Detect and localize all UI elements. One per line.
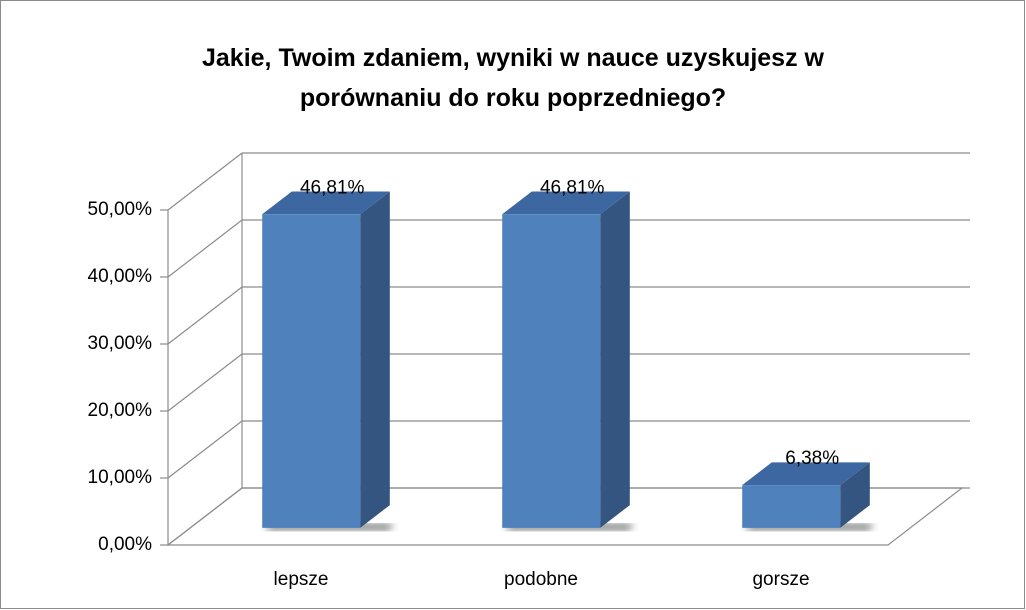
grid-line [167, 152, 243, 211]
bar [742, 462, 870, 528]
x-tick-label: lepsze [274, 569, 329, 590]
bar-face [262, 214, 361, 528]
chart-title: Jakie, Twoim zdaniem, wyniki w nauce uzy… [202, 44, 824, 112]
data-label: 46,81% [540, 177, 605, 198]
y-tick-label: 20,00% [88, 400, 153, 421]
grid-line [167, 353, 243, 412]
bar [502, 191, 630, 528]
data-label: 46,81% [300, 177, 365, 198]
y-tick-label: 30,00% [88, 333, 153, 354]
y-tick-label: 10,00% [88, 467, 153, 488]
bar-face [742, 485, 841, 528]
bar-face [502, 214, 601, 528]
x-tick-label: podobne [504, 569, 578, 590]
x-tick-label: gorsze [752, 569, 809, 590]
grid-line [167, 420, 243, 479]
grid-line [167, 219, 243, 278]
data-label: 6,38% [785, 448, 839, 469]
grid-line [167, 487, 243, 546]
bar-face [600, 191, 630, 528]
bar-face [262, 191, 390, 215]
grid-line [167, 286, 243, 345]
y-tick-label: 40,00% [88, 266, 153, 287]
bar-face [502, 191, 630, 215]
bar-face [360, 191, 390, 528]
bar [262, 191, 390, 528]
y-tick-label: 0,00% [98, 534, 152, 555]
y-tick-label: 50,00% [88, 199, 153, 220]
bar-face [742, 462, 870, 486]
bar-face [840, 462, 870, 528]
